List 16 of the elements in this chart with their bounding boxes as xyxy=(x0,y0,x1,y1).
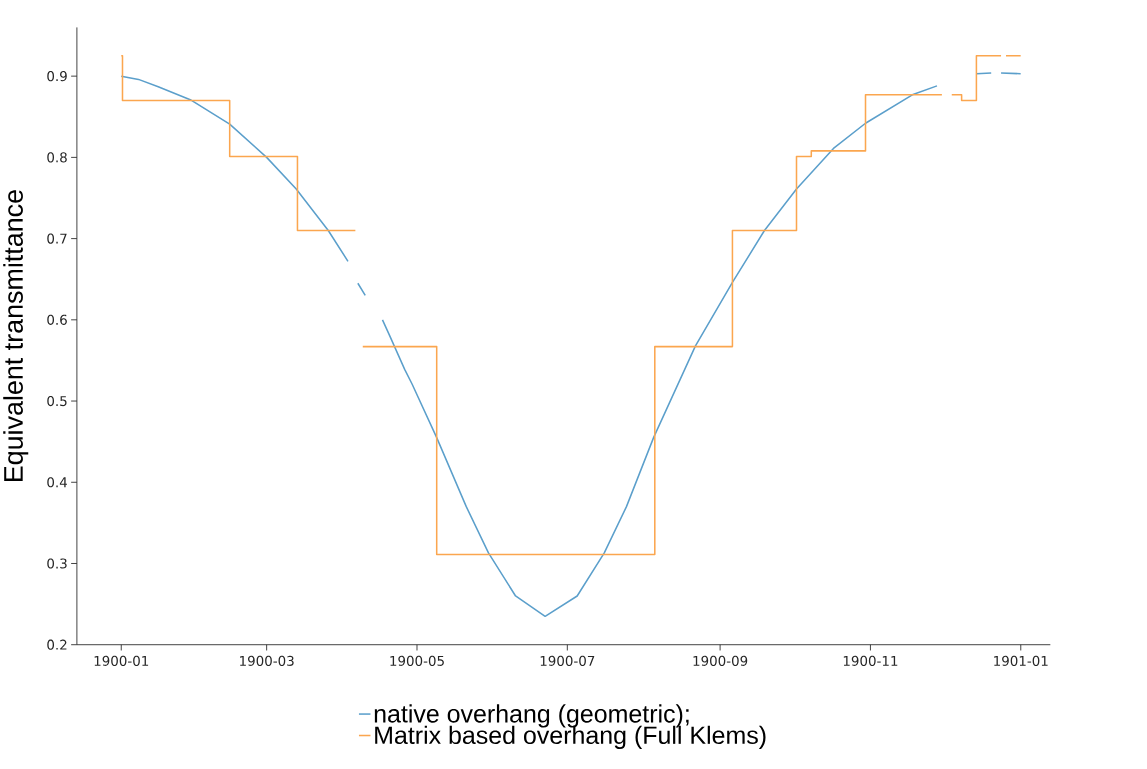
x-tick-label: 1900-01 xyxy=(94,655,149,666)
y-tick-label: 0.4 xyxy=(47,477,67,488)
y-tick-label: 0.2 xyxy=(47,639,67,650)
x-tick-label: 1900-05 xyxy=(390,655,444,666)
y-tick-label: 0.6 xyxy=(47,314,67,325)
y-tick-label: 0.3 xyxy=(47,558,67,569)
y-tick-label: 0.8 xyxy=(47,152,67,163)
y-axis-title: Equivalent transmittance xyxy=(3,190,29,482)
y-tick-label: 0.9 xyxy=(47,71,67,82)
y-tick-label: 0.5 xyxy=(47,395,67,407)
x-tick-label: 1900-11 xyxy=(843,655,898,666)
x-tick-label: 1900-09 xyxy=(693,655,748,666)
x-tick-label: 1900-07 xyxy=(540,655,595,666)
x-tick-label: 1901-01 xyxy=(994,655,1048,666)
x-tick-label: 1900-03 xyxy=(240,655,294,666)
y-tick-label: 0.7 xyxy=(47,233,67,244)
